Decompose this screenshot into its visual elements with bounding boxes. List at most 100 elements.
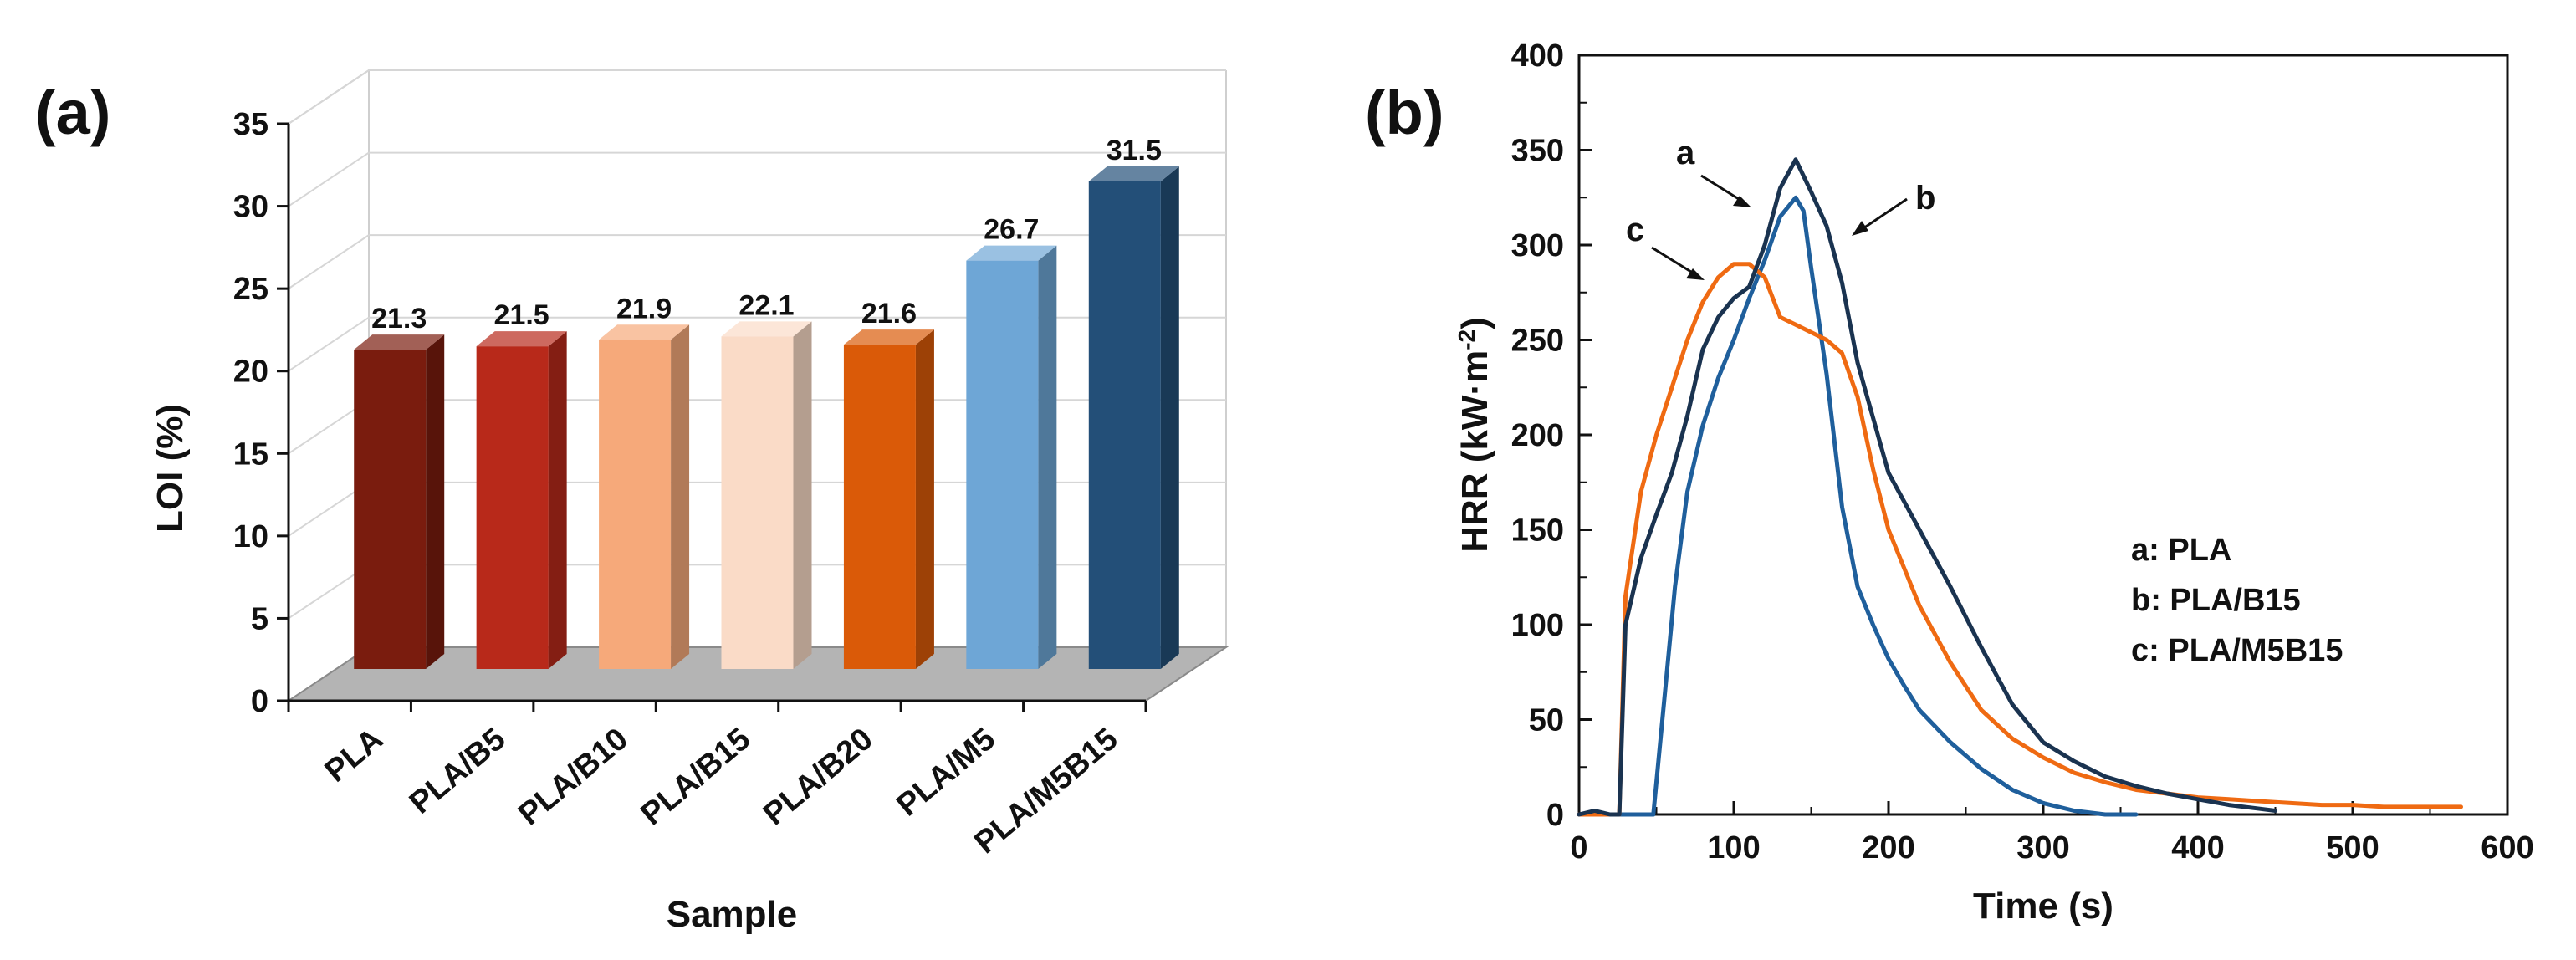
gridline-wall-30	[288, 151, 370, 207]
line-series-group	[1577, 157, 2463, 817]
line-y-tick-400: 400	[1511, 38, 1564, 74]
x-tick-pla-b5: PLA/B5	[403, 722, 513, 821]
line-y-tick-150: 150	[1511, 513, 1564, 549]
gridline-wall-35	[288, 69, 370, 125]
line-x-tick-600: 600	[2481, 830, 2533, 866]
bar-top-face	[1088, 166, 1179, 181]
line-x-tick-100: 100	[1707, 830, 1760, 866]
line-annotations: a b c	[1626, 135, 1935, 280]
bar-value-label: 22.1	[739, 289, 794, 321]
line-y-label-main: HRR (kW·m	[1454, 350, 1495, 553]
line-x-tick-500: 500	[2326, 830, 2379, 866]
bar-top-face	[843, 329, 934, 345]
hrr-curve-a	[1577, 195, 2139, 817]
bar-front-face	[354, 350, 427, 669]
line-y-tick-350: 350	[1511, 134, 1564, 169]
bar-pla-b5: 21.5	[476, 299, 567, 669]
line-axis-ticks	[1577, 54, 2509, 816]
line-x-tick-300: 300	[2016, 830, 2069, 866]
bar-value-label: 21.9	[616, 293, 672, 324]
bar-front-face	[599, 340, 672, 669]
line-y-tick-250: 250	[1511, 324, 1564, 359]
line-y-tick-50: 50	[1529, 703, 1564, 738]
line-legend: a: PLA b: PLA/B15 c: PLA/M5B15	[2131, 533, 2343, 668]
legend-entry-a: a: PLA	[2131, 533, 2231, 568]
y-tick-25: 25	[233, 272, 268, 307]
panel-a-bar-chart: (a) 21.3 21.5 21.9 22.1 21.6 26.7 31.5 0 5 10 15 2…	[35, 69, 1229, 935]
annotation-b-arrow	[1858, 197, 1908, 233]
x-tick-pla-b10: PLA/B10	[512, 722, 635, 833]
bar-series: 21.3 21.5 21.9 22.1 21.6 26.7 31.5	[354, 135, 1179, 669]
bar-side-face	[1160, 166, 1179, 669]
line-y-label-close: )	[1454, 317, 1495, 329]
bar-value-label: 21.6	[861, 298, 917, 329]
bar-front-face	[1088, 181, 1161, 669]
bar-y-tick-labels: 0 5 10 15 20 25 30 35	[233, 107, 268, 719]
line-x-tick-labels: 0 100 200 300 400 500 600	[1570, 830, 2533, 866]
y-tick-0: 0	[251, 684, 268, 719]
bar-side-face	[671, 324, 690, 669]
annotation-c-arrow	[1651, 246, 1699, 278]
annotation-c-arrowhead	[1686, 268, 1705, 280]
panel-b-label: (b)	[1365, 78, 1444, 147]
line-x-tick-400: 400	[2171, 830, 2224, 866]
annotation-b-label: b	[1915, 180, 1935, 217]
legend-entry-c: c: PLA/M5B15	[2131, 633, 2343, 668]
y-tick-15: 15	[233, 437, 268, 472]
line-x-tick-200: 200	[1862, 830, 1914, 866]
bar-value-label: 21.3	[371, 303, 427, 334]
annotation-a: a	[1676, 135, 1751, 207]
annotation-c: c	[1626, 212, 1705, 280]
hrr-curve-c	[1577, 262, 2463, 817]
bar-top-face	[599, 324, 690, 340]
x-tick-pla-m5: PLA/M5	[890, 722, 1002, 824]
bar-value-label: 26.7	[984, 214, 1039, 246]
bar-pla-b15: 22.1	[721, 289, 812, 669]
line-y-tick-300: 300	[1511, 228, 1564, 263]
x-tick-pla: PLA	[319, 722, 390, 789]
bar-top-face	[354, 334, 445, 350]
bar-x-axis-label: Sample	[667, 894, 798, 935]
line-y-tick-labels: 0 50 100 150 200 250 300 350 400	[1511, 38, 1564, 833]
y-tick-10: 10	[233, 519, 268, 554]
bar-side-face	[915, 329, 934, 669]
bar-side-face	[548, 331, 567, 669]
bar-front-face	[966, 260, 1039, 669]
annotation-b-arrowhead	[1852, 221, 1868, 236]
y-tick-35: 35	[233, 107, 268, 142]
line-y-tick-0: 0	[1546, 798, 1564, 833]
bar-top-face	[721, 321, 812, 337]
bar-pla-m5: 26.7	[966, 214, 1057, 669]
y-tick-5: 5	[251, 601, 268, 636]
line-x-tick-0: 0	[1570, 830, 1587, 866]
line-plot-frame	[1577, 54, 2509, 816]
bar-pla-b20: 21.6	[843, 298, 934, 669]
hrr-curve-b	[1577, 157, 2277, 817]
bar-top-face	[966, 245, 1057, 261]
gridline-wall-25	[288, 234, 370, 289]
line-y-tick-100: 100	[1511, 608, 1564, 643]
line-y-label-superscript: -2	[1454, 329, 1480, 350]
annotation-b: b	[1852, 180, 1935, 236]
line-y-axis-label: HRR (kW·m-2)	[1454, 317, 1496, 553]
annotation-c-label: c	[1626, 212, 1644, 248]
bar-front-face	[476, 346, 549, 669]
bar-chart-axes	[277, 122, 1147, 712]
legend-entry-b: b: PLA/B15	[2131, 583, 2301, 618]
bar-pla-b10: 21.9	[599, 293, 690, 669]
bar-top-face	[476, 331, 567, 347]
gridline-wall-20	[288, 316, 370, 372]
x-tick-pla-b15: PLA/B15	[635, 722, 758, 833]
bar-front-face	[843, 345, 916, 669]
x-tick-pla-b20: PLA/B20	[757, 722, 880, 833]
bar-side-face	[1038, 245, 1057, 669]
panel-b-line-chart: (b) 0 50 100 150 200 250 300 350 400 0 100 200 300 4…	[1365, 38, 2534, 927]
annotation-a-label: a	[1676, 135, 1695, 171]
y-tick-30: 30	[233, 190, 268, 225]
bar-x-tick-labels: PLA PLA/B5 PLA/B10 PLA/B15 PLA/B20 PLA/M5PLA/…	[319, 722, 1125, 861]
line-x-axis-label: Time (s)	[1973, 886, 2113, 927]
bar-y-axis-label: LOI (%)	[150, 404, 191, 533]
bar-value-label: 21.5	[494, 299, 549, 331]
annotation-a-arrowhead	[1733, 196, 1751, 207]
bar-value-label: 31.5	[1107, 135, 1162, 166]
